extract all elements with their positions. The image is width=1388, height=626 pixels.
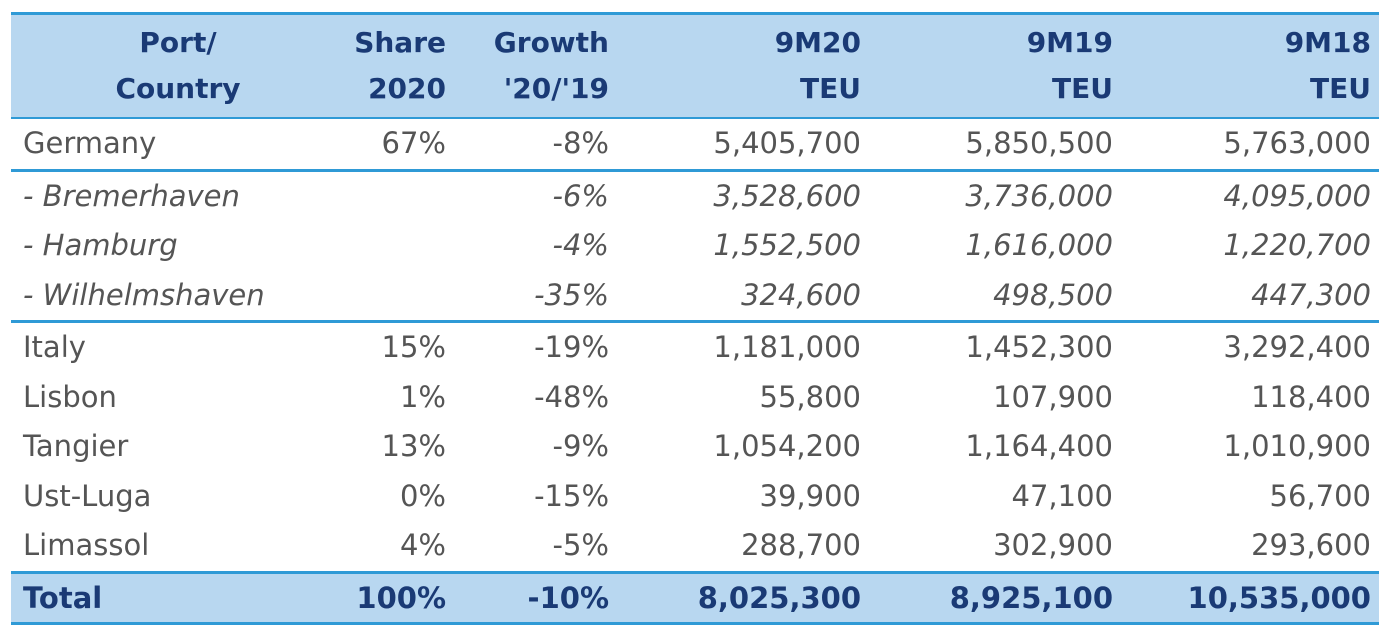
cell-9m20: 288,700: [741, 528, 861, 562]
cell-name: Limassol: [23, 528, 150, 562]
cell-9m20: 39,900: [759, 478, 861, 513]
cell-share: [341, 170, 454, 221]
header-port-country-line2: Country: [115, 72, 241, 105]
header-9m20-line2: TEU: [800, 72, 861, 105]
cell-9m20: 1,054,200: [713, 429, 861, 463]
cell-9m19: 8,925,100: [869, 570, 1121, 625]
cell-9m18: 1,220,700: [1223, 228, 1371, 262]
cell-share: [341, 221, 454, 271]
cell-growth: -15%: [534, 478, 609, 513]
cell-9m18: 5,763,000: [1121, 118, 1379, 172]
cell-9m18: 4,095,000: [1223, 178, 1371, 213]
table-row-lisbon: Lisbon 1% -48% 55,800 107,900 118,400: [11, 373, 1379, 423]
table-row-total: Total 100% -10% 8,025,300 8,925,100 10,5…: [11, 570, 1379, 625]
cell-9m18: 3,292,400: [1223, 330, 1371, 364]
table-row-wilhelmshaven: - Wilhelmshaven -35% 324,600 498,500 447…: [11, 270, 1379, 323]
cell-growth: -35%: [454, 270, 617, 323]
port-teu-table: Port/ Country Share 2020 Growth '20/'19 …: [11, 12, 1379, 625]
header-9m18-line1: 9M18: [1284, 26, 1371, 59]
header-growth-line1: Growth: [493, 26, 609, 59]
cell-growth: -48%: [534, 379, 609, 414]
header-9m19: 9M19 TEU: [869, 12, 1121, 119]
table-row-limassol: Limassol 4% -5% 288,700 302,900 293,600: [11, 521, 1379, 572]
cell-growth: -10%: [454, 570, 617, 625]
cell-9m19: 3,736,000: [965, 178, 1113, 213]
cell-share: 4%: [399, 528, 446, 562]
cell-name: Total: [11, 570, 341, 625]
header-share-line1: Share: [354, 26, 446, 59]
cell-share: 100%: [341, 570, 454, 625]
cell-9m20: 324,600: [617, 270, 869, 323]
header-growth-line2: '20/'19: [503, 72, 609, 105]
cell-name: Germany: [11, 118, 341, 172]
table-row-germany: Germany 67% -8% 5,405,700 5,850,500 5,76…: [11, 118, 1379, 172]
cell-9m18: 56,700: [1269, 478, 1371, 513]
cell-9m20: 8,025,300: [617, 570, 869, 625]
cell-share: 67%: [341, 118, 454, 172]
cell-share: 15%: [381, 330, 446, 364]
cell-9m19: 498,500: [869, 270, 1121, 323]
cell-growth: -6%: [552, 178, 609, 213]
port-teu-table-container: Port/ Country Share 2020 Growth '20/'19 …: [11, 12, 1379, 625]
cell-growth: -4%: [552, 228, 609, 262]
header-growth: Growth '20/'19: [454, 12, 617, 119]
header-share: Share 2020: [341, 12, 454, 119]
cell-name: - Bremerhaven: [23, 178, 240, 213]
cell-name: - Wilhelmshaven: [11, 270, 341, 323]
cell-9m19: 1,452,300: [965, 330, 1113, 364]
table-row-italy: Italy 15% -19% 1,181,000 1,452,300 3,292…: [11, 322, 1379, 373]
header-9m19-line2: TEU: [1052, 72, 1113, 105]
header-share-line2: 2020: [368, 72, 446, 105]
cell-9m19: 1,164,400: [965, 429, 1113, 463]
cell-name: Italy: [23, 330, 86, 364]
cell-9m19: 302,900: [993, 528, 1113, 562]
cell-name: Ust-Luga: [23, 478, 152, 513]
cell-9m19: 5,850,500: [869, 118, 1121, 172]
cell-share: [341, 270, 454, 323]
cell-9m18: 10,535,000: [1121, 570, 1379, 625]
cell-name: Lisbon: [23, 379, 117, 414]
cell-9m19: 107,900: [993, 379, 1113, 414]
header-port-country-line1: Port/: [139, 26, 217, 59]
cell-growth: -19%: [534, 330, 609, 364]
cell-name: Tangier: [23, 429, 129, 463]
table-row-bremerhaven: - Bremerhaven -6% 3,528,600 3,736,000 4,…: [11, 170, 1379, 221]
cell-9m18: 293,600: [1251, 528, 1371, 562]
table-row-ust-luga: Ust-Luga 0% -15% 39,900 47,100 56,700: [11, 472, 1379, 522]
header-port-country: Port/ Country: [11, 12, 341, 119]
cell-growth: -5%: [552, 528, 609, 562]
header-9m20-line1: 9M20: [774, 26, 861, 59]
cell-name: - Hamburg: [23, 228, 178, 262]
cell-9m20: 3,528,600: [713, 178, 861, 213]
header-9m18: 9M18 TEU: [1121, 12, 1379, 119]
cell-9m18: 1,010,900: [1223, 429, 1371, 463]
header-row: Port/ Country Share 2020 Growth '20/'19 …: [11, 12, 1379, 119]
cell-9m20: 55,800: [759, 379, 861, 414]
table-row-hamburg: - Hamburg -4% 1,552,500 1,616,000 1,220,…: [11, 221, 1379, 271]
cell-growth: -8%: [454, 118, 617, 172]
cell-9m19: 1,616,000: [965, 228, 1113, 262]
cell-share: 1%: [399, 379, 446, 414]
header-9m20: 9M20 TEU: [617, 12, 869, 119]
cell-9m20: 1,181,000: [713, 330, 861, 364]
cell-9m20: 1,552,500: [713, 228, 861, 262]
cell-growth: -9%: [552, 429, 609, 463]
header-9m19-line1: 9M19: [1026, 26, 1113, 59]
cell-9m20: 5,405,700: [617, 118, 869, 172]
cell-share: 0%: [399, 478, 446, 513]
cell-9m18: 447,300: [1121, 270, 1379, 323]
table-row-tangier: Tangier 13% -9% 1,054,200 1,164,400 1,01…: [11, 422, 1379, 472]
cell-share: 13%: [381, 429, 446, 463]
header-9m18-line2: TEU: [1310, 72, 1371, 105]
cell-9m18: 118,400: [1251, 379, 1371, 414]
cell-9m19: 47,100: [1011, 478, 1113, 513]
